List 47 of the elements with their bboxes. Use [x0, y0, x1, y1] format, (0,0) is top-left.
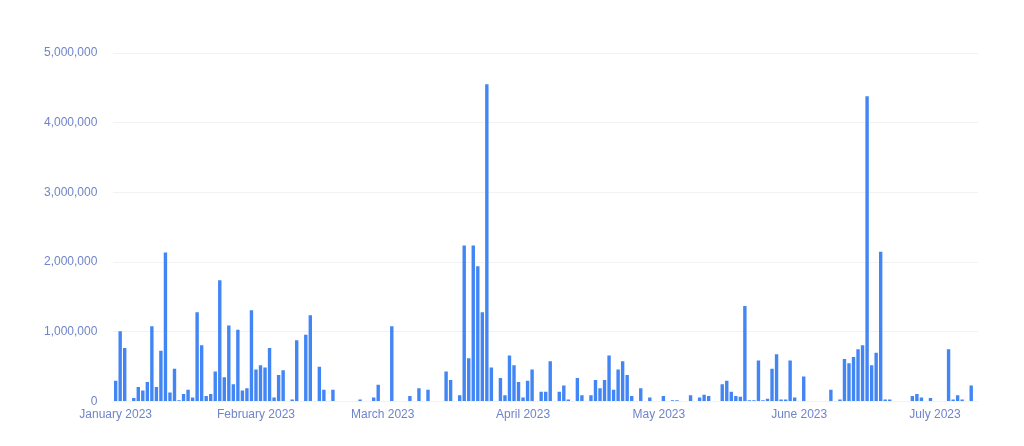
bar [743, 306, 747, 402]
bar [195, 312, 199, 402]
x-tick-label: March 2023 [351, 407, 415, 422]
x-tick-label: June 2023 [771, 407, 828, 422]
y-tick-label: 4,000,000 [43, 115, 98, 130]
bar [865, 96, 869, 402]
bar [648, 397, 652, 402]
bar [915, 393, 919, 402]
bar [444, 371, 448, 402]
bar [457, 395, 462, 402]
bar [408, 396, 412, 402]
bar [371, 397, 376, 402]
x-tick-label: April 2023 [496, 407, 551, 422]
bar [639, 388, 643, 402]
x-tick-label: May 2023 [632, 407, 686, 422]
bar [539, 391, 543, 402]
bar [530, 369, 534, 402]
bar [955, 395, 960, 402]
x-tick-label: February 2023 [216, 407, 296, 422]
bar [485, 84, 489, 402]
bar [788, 360, 792, 402]
bar [426, 389, 430, 402]
y-tick-label: 5,000,000 [43, 45, 98, 60]
bar [829, 389, 833, 402]
bar [118, 331, 122, 402]
y-tick-label: 3,000,000 [43, 184, 98, 199]
bar [734, 396, 738, 402]
bar [928, 398, 933, 402]
bar [697, 397, 702, 402]
bar [688, 395, 693, 402]
x-tick-label: January 2023 [79, 407, 153, 422]
bar [702, 394, 706, 402]
y-tick-label: 1,000,000 [43, 324, 98, 339]
bar [856, 349, 860, 402]
bar [132, 398, 136, 402]
bar [150, 326, 154, 402]
x-tick-label: July 2023 [909, 407, 961, 422]
bar [281, 370, 285, 402]
bar [227, 325, 231, 402]
bar [919, 397, 924, 402]
bar [417, 388, 421, 402]
y-tick-label: 2,000,000 [43, 254, 98, 269]
bar [236, 329, 240, 402]
bar [607, 355, 611, 402]
y-tick-label: 0 [90, 393, 98, 408]
bar [186, 389, 190, 402]
bar [331, 389, 335, 402]
